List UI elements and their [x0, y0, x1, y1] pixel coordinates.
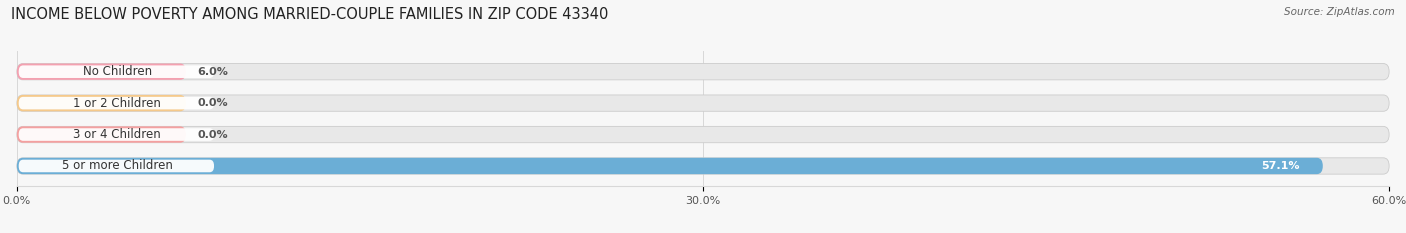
Text: INCOME BELOW POVERTY AMONG MARRIED-COUPLE FAMILIES IN ZIP CODE 43340: INCOME BELOW POVERTY AMONG MARRIED-COUPL…	[11, 7, 609, 22]
Text: 6.0%: 6.0%	[197, 67, 228, 77]
FancyBboxPatch shape	[18, 160, 214, 172]
Text: 3 or 4 Children: 3 or 4 Children	[73, 128, 162, 141]
FancyBboxPatch shape	[17, 126, 186, 143]
FancyBboxPatch shape	[17, 64, 186, 80]
Text: 1 or 2 Children: 1 or 2 Children	[73, 97, 162, 110]
Text: 57.1%: 57.1%	[1261, 161, 1301, 171]
FancyBboxPatch shape	[18, 65, 214, 78]
FancyBboxPatch shape	[18, 128, 214, 141]
FancyBboxPatch shape	[17, 64, 1389, 80]
FancyBboxPatch shape	[17, 126, 1389, 143]
FancyBboxPatch shape	[18, 97, 214, 110]
FancyBboxPatch shape	[17, 158, 1323, 174]
Text: No Children: No Children	[83, 65, 152, 78]
Text: Source: ZipAtlas.com: Source: ZipAtlas.com	[1284, 7, 1395, 17]
FancyBboxPatch shape	[17, 95, 186, 111]
FancyBboxPatch shape	[17, 95, 1389, 111]
FancyBboxPatch shape	[17, 158, 1389, 174]
Text: 5 or more Children: 5 or more Children	[62, 159, 173, 172]
Text: 0.0%: 0.0%	[197, 130, 228, 140]
Text: 0.0%: 0.0%	[197, 98, 228, 108]
